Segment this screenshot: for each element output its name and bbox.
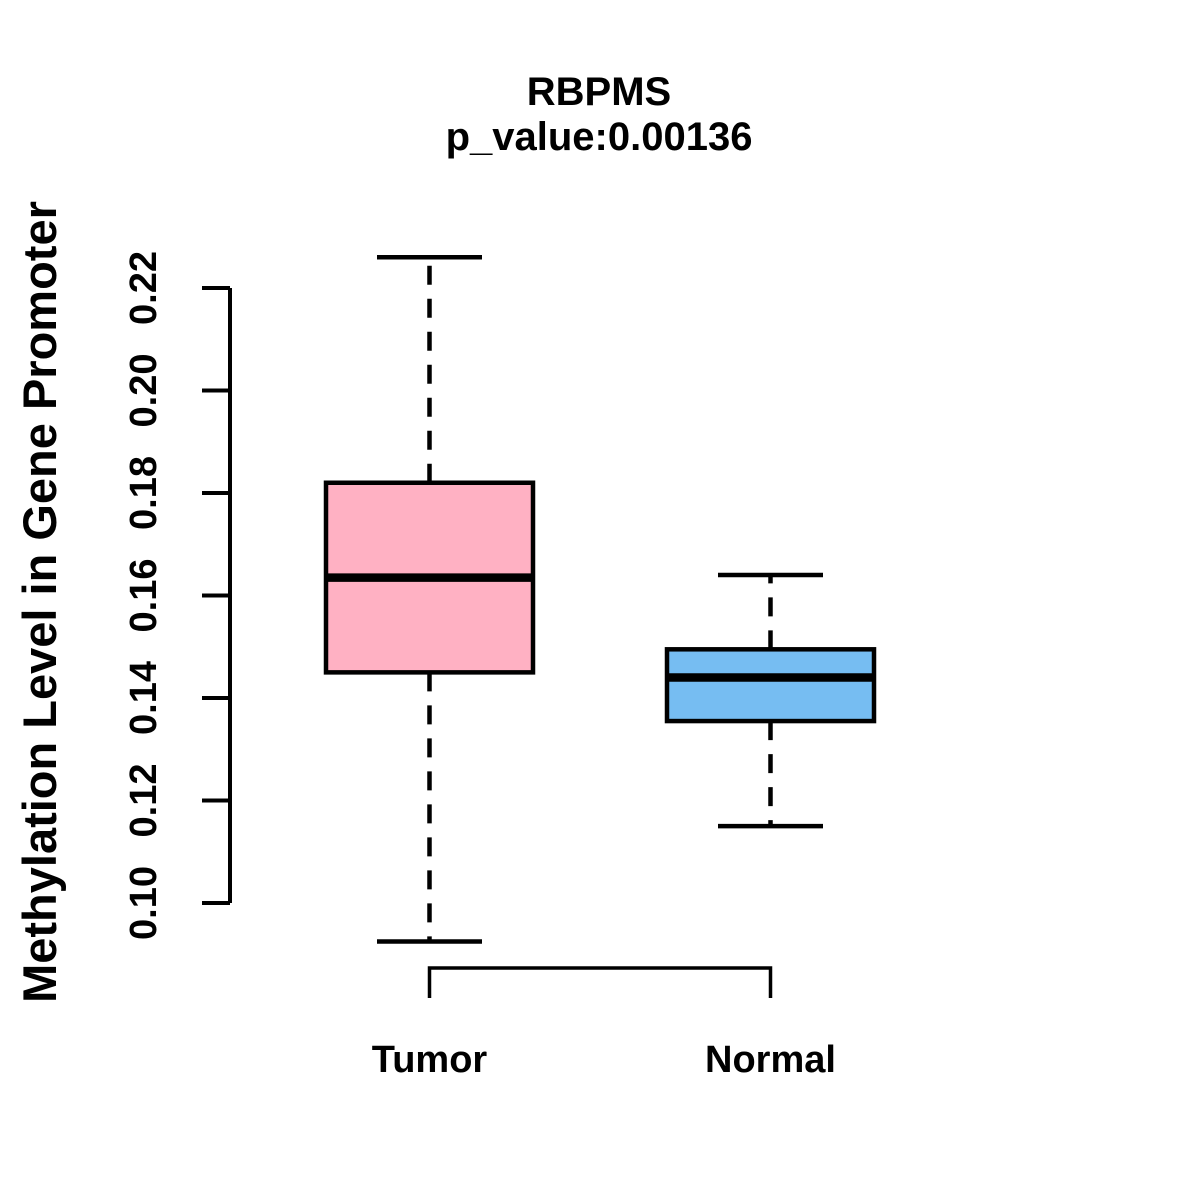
y-axis-tick-label: 0.20 <box>123 354 165 428</box>
y-axis-tick-label: 0.10 <box>123 866 165 940</box>
y-axis-tick-label: 0.22 <box>123 251 165 325</box>
comparison-bracket <box>427 966 773 998</box>
category-label-tumor: Tumor <box>372 1039 488 1081</box>
category-label-normal: Normal <box>705 1039 836 1081</box>
iqr-box-normal <box>664 647 877 724</box>
x-category-labels: Tumor Normal <box>372 1039 836 1081</box>
y-axis: 0.10 0.12 0.14 0.16 0.18 0.20 0.22 <box>123 251 232 940</box>
boxplot-boxes <box>323 255 877 944</box>
y-axis-tick-label: 0.14 <box>123 661 165 735</box>
y-axis-tick-label: 0.16 <box>123 559 165 633</box>
y-axis-tick-label: 0.12 <box>123 764 165 838</box>
y-axis-label: Methylation Level in Gene Promoter <box>13 201 66 1003</box>
chart-title: RBPMS <box>527 70 671 114</box>
y-axis-tick-label: 0.18 <box>123 456 165 530</box>
chart-subtitle-pvalue: p_value:0.00136 <box>446 115 753 159</box>
bracket-path <box>427 966 773 998</box>
